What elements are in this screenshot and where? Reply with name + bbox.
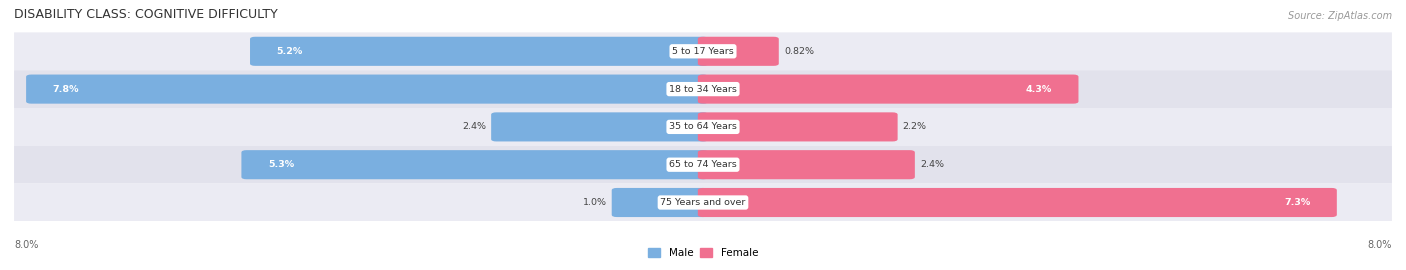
FancyBboxPatch shape <box>491 112 709 141</box>
Text: 35 to 64 Years: 35 to 64 Years <box>669 122 737 131</box>
FancyBboxPatch shape <box>612 188 709 217</box>
Text: 5.2%: 5.2% <box>277 47 302 56</box>
FancyBboxPatch shape <box>14 32 1392 70</box>
Text: 2.4%: 2.4% <box>920 160 943 169</box>
Text: 18 to 34 Years: 18 to 34 Years <box>669 85 737 94</box>
Legend: Male, Female: Male, Female <box>648 248 758 258</box>
Text: 75 Years and over: 75 Years and over <box>661 198 745 207</box>
FancyBboxPatch shape <box>27 75 709 104</box>
Text: Source: ZipAtlas.com: Source: ZipAtlas.com <box>1288 11 1392 21</box>
Text: 0.82%: 0.82% <box>785 47 814 56</box>
FancyBboxPatch shape <box>250 37 709 66</box>
FancyBboxPatch shape <box>697 112 897 141</box>
FancyBboxPatch shape <box>14 184 1392 221</box>
FancyBboxPatch shape <box>14 108 1392 146</box>
FancyBboxPatch shape <box>14 146 1392 184</box>
Text: 1.0%: 1.0% <box>582 198 606 207</box>
Text: 2.4%: 2.4% <box>463 122 486 131</box>
Text: DISABILITY CLASS: COGNITIVE DIFFICULTY: DISABILITY CLASS: COGNITIVE DIFFICULTY <box>14 8 278 21</box>
Text: 8.0%: 8.0% <box>14 240 38 250</box>
Text: 5 to 17 Years: 5 to 17 Years <box>672 47 734 56</box>
FancyBboxPatch shape <box>697 75 1078 104</box>
Text: 8.0%: 8.0% <box>1368 240 1392 250</box>
Text: 65 to 74 Years: 65 to 74 Years <box>669 160 737 169</box>
FancyBboxPatch shape <box>697 150 915 179</box>
FancyBboxPatch shape <box>697 37 779 66</box>
FancyBboxPatch shape <box>242 150 709 179</box>
FancyBboxPatch shape <box>14 70 1392 108</box>
Text: 4.3%: 4.3% <box>1025 85 1052 94</box>
FancyBboxPatch shape <box>697 188 1337 217</box>
Text: 5.3%: 5.3% <box>269 160 294 169</box>
Text: 2.2%: 2.2% <box>903 122 927 131</box>
Text: 7.3%: 7.3% <box>1284 198 1310 207</box>
Text: 7.8%: 7.8% <box>53 85 79 94</box>
